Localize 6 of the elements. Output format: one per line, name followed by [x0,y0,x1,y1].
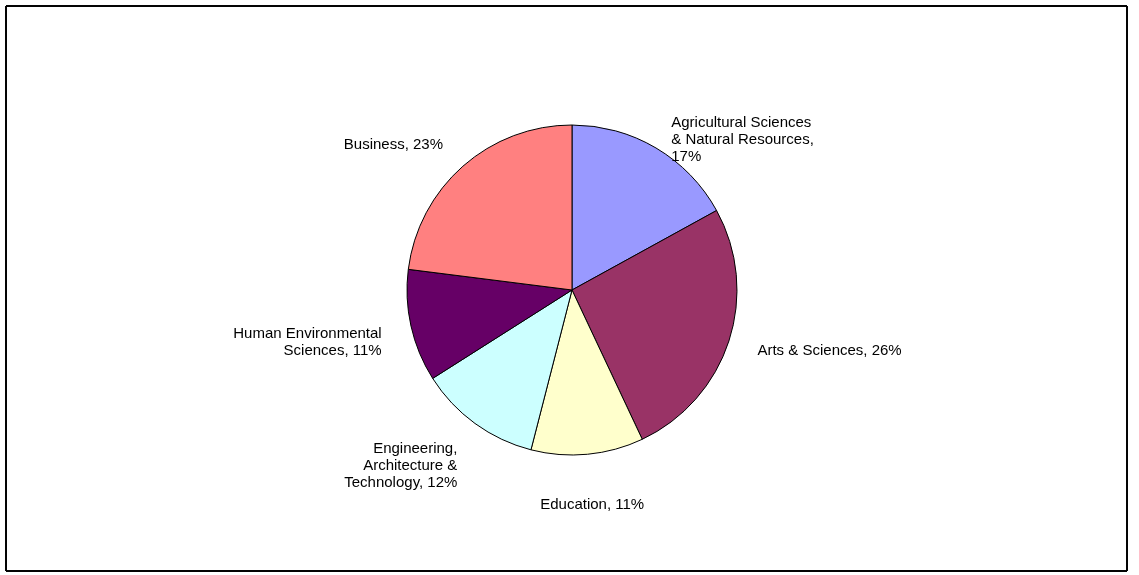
slice-label: Arts & Sciences, 26% [757,341,902,359]
slice-label: Agricultural Sciences & Natural Resources, 17% [671,113,814,165]
slice-label: Education, 11% [540,495,645,513]
slice-label: Business, 23% [343,134,444,152]
slice-label: Human Environmental Sciences, 11% [233,323,382,358]
slice-label: Engineering, Architecture & Technology, 12% [344,438,458,490]
